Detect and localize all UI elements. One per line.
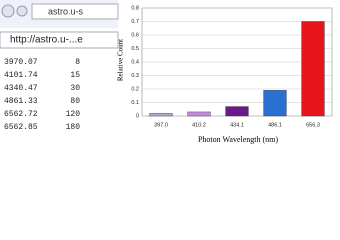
bar xyxy=(187,111,211,117)
y-tick-label: 0 xyxy=(136,113,139,119)
tab[interactable] xyxy=(31,3,119,20)
y-tick-label: 0.4 xyxy=(131,59,139,65)
y-tick-label: 0.1 xyxy=(131,100,139,106)
y-tick-label: 0.3 xyxy=(131,73,139,79)
y-tick-label: 0.6 xyxy=(131,32,139,38)
y-tick-label: 0.2 xyxy=(131,86,139,92)
bar xyxy=(225,106,249,117)
address-text: http://astro.u-...e xyxy=(10,35,83,46)
bar xyxy=(149,113,173,117)
back-button[interactable] xyxy=(1,4,15,18)
address-bar[interactable] xyxy=(0,31,119,49)
x-tick-label: 486.1 xyxy=(268,122,282,128)
wavelength-cell: 4861.33 xyxy=(4,97,38,106)
bar xyxy=(263,90,287,117)
y-axis-label: Relative Count xyxy=(117,39,125,81)
x-axis-label: Photon Wavelength (nm) xyxy=(198,135,278,144)
x-tick-label: 434.1 xyxy=(230,122,244,128)
count-cell: 80 xyxy=(70,97,80,106)
count-cell: 120 xyxy=(66,110,81,119)
screen: astro.u-s http://astro.u-...e 3970.07 8 41… xyxy=(0,0,333,144)
y-tick-label: 0.7 xyxy=(131,19,139,25)
wavelength-cell: 6562.85 xyxy=(4,123,38,132)
count-cell: 15 xyxy=(70,71,80,80)
x-tick-label: 397.0 xyxy=(154,122,168,128)
x-tick-label: 410.2 xyxy=(192,122,206,128)
bar xyxy=(301,21,325,117)
page: astro.u-s http://astro.u-...e 3970.07 8 41… xyxy=(0,0,333,144)
wavelength-cell: 4101.74 xyxy=(4,71,38,80)
forward-button[interactable] xyxy=(16,5,28,17)
count-cell: 30 xyxy=(70,84,80,93)
tab-text: astro.u-s xyxy=(48,6,84,16)
table: 3970.07 8 4101.74 15 4340.47 30 4861.33 80 6562.… xyxy=(4,58,80,132)
wavelength-cell: 6562.72 xyxy=(4,110,38,119)
y-tick-label: 0.5 xyxy=(131,46,139,52)
count-cell: 8 xyxy=(75,58,80,67)
y-tick-label: 0.8 xyxy=(131,5,139,11)
x-tick-label: 656.3 xyxy=(306,122,320,128)
wavelength-cell: 4340.47 xyxy=(4,84,38,93)
wavelength-cell: 3970.07 xyxy=(4,58,38,67)
count-cell: 180 xyxy=(66,123,81,132)
